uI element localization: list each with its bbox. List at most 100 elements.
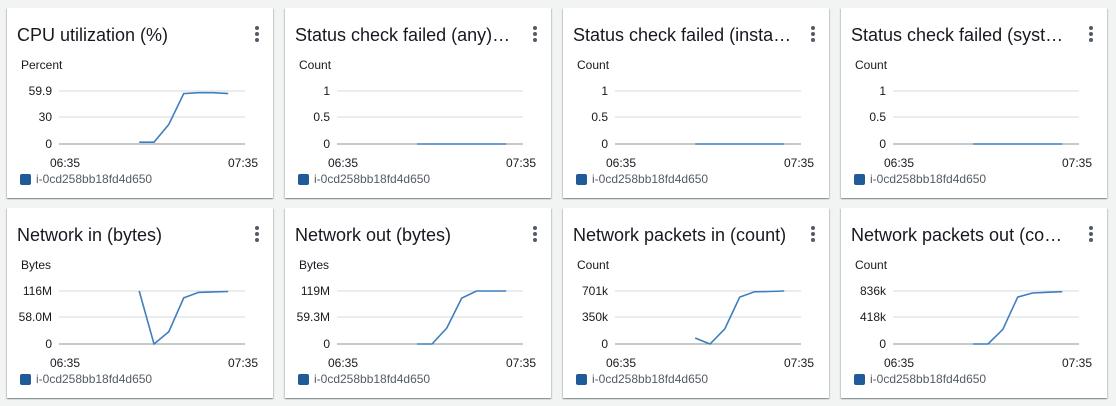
y-axis-unit-label: Count (855, 258, 888, 272)
x-tick-label-start: 06:35 (50, 356, 80, 370)
x-tick-label-end: 07:35 (1062, 356, 1092, 370)
vertical-ellipsis-icon (533, 226, 537, 242)
widget-title: Network in (bytes) (17, 225, 163, 245)
legend-item[interactable]: i-0cd258bb18fd4d650 (298, 172, 430, 186)
legend-label: i-0cd258bb18fd4d650 (314, 172, 431, 186)
legend-item[interactable]: i-0cd258bb18fd4d650 (576, 172, 708, 186)
x-tick-label-start: 06:35 (328, 356, 358, 370)
widget-menu-button[interactable] (803, 24, 823, 44)
y-tick-label: 0.5 (591, 110, 608, 124)
y-tick-label: 116M (23, 284, 52, 298)
y-tick-label: 0 (45, 337, 52, 351)
widget-menu-button[interactable] (1081, 224, 1101, 244)
widget-menu-button[interactable] (525, 224, 545, 244)
y-tick-label: 0.5 (313, 110, 330, 124)
y-tick-label: 58.0M (19, 310, 52, 324)
legend-label: i-0cd258bb18fd4d650 (36, 372, 153, 386)
y-tick-label: 0 (879, 337, 886, 351)
y-axis-unit-label: Count (855, 58, 888, 72)
x-tick-label-end: 07:35 (228, 156, 258, 170)
legend-label: i-0cd258bb18fd4d650 (592, 372, 709, 386)
metric-chart: Count 836k 418k 0 06:35 07:35 (855, 258, 1092, 370)
legend-item[interactable]: i-0cd258bb18fd4d650 (576, 372, 708, 386)
widget-title: Status check failed (instance) (count) (573, 25, 793, 45)
series-line (139, 91, 229, 143)
metric-widget: Network packets in (count) Count 701k 350k 0… (563, 208, 829, 398)
legend-item[interactable]: i-0cd258bb18fd4d650 (20, 172, 152, 186)
x-tick-label-end: 07:35 (506, 156, 536, 170)
metric-chart: Percent 59.9 30 0 06:35 07:35 (21, 58, 258, 170)
y-tick-label: 701k (582, 284, 609, 298)
x-tick-label-start: 06:35 (884, 156, 914, 170)
vertical-ellipsis-icon (811, 226, 815, 242)
metric-widget: Status check failed (any) (count) Count 1 0… (285, 8, 551, 198)
y-tick-label: 836k (860, 284, 887, 298)
legend-swatch (20, 373, 31, 385)
y-tick-label: 1 (601, 84, 608, 98)
legend-swatch (298, 173, 309, 185)
x-tick-label-start: 06:35 (884, 356, 914, 370)
y-tick-label: 0 (45, 137, 52, 151)
vertical-ellipsis-icon (1089, 226, 1093, 242)
series-line (694, 290, 785, 345)
y-tick-label: 59.9 (29, 84, 53, 98)
y-axis-unit-label: Bytes (299, 258, 329, 272)
legend-label: i-0cd258bb18fd4d650 (36, 172, 153, 186)
legend-swatch (20, 173, 31, 185)
widget-menu-button[interactable] (803, 224, 823, 244)
y-tick-label: 30 (39, 110, 53, 124)
metric-widget: Status check failed (system) (count) Coun… (841, 8, 1107, 198)
x-tick-label-end: 07:35 (784, 356, 814, 370)
metric-widget: CPU utilization (%) Percent 59.9 30 0 06:35 07… (7, 8, 273, 198)
legend-item[interactable]: i-0cd258bb18fd4d650 (20, 372, 152, 386)
vertical-ellipsis-icon (255, 226, 259, 242)
legend-label: i-0cd258bb18fd4d650 (870, 372, 987, 386)
series-line (138, 290, 229, 346)
x-tick-label-end: 07:35 (228, 356, 258, 370)
widget-menu-button[interactable] (525, 24, 545, 44)
y-tick-label: 59.3M (297, 310, 330, 324)
legend-label: i-0cd258bb18fd4d650 (314, 372, 431, 386)
y-tick-label: 0 (323, 137, 330, 151)
x-tick-label-end: 07:35 (784, 156, 814, 170)
widget-title: Network packets in (count) (573, 225, 787, 245)
vertical-ellipsis-icon (255, 26, 259, 42)
x-tick-label-end: 07:35 (506, 356, 536, 370)
legend-swatch (576, 373, 587, 385)
widget-menu-button[interactable] (247, 24, 267, 44)
series-line (973, 290, 1063, 345)
metric-chart: Bytes 116M 58.0M 0 06:35 07:35 (19, 258, 259, 370)
y-axis-unit-label: Count (577, 58, 610, 72)
y-tick-label: 418k (860, 310, 887, 324)
widget-menu-button[interactable] (1081, 24, 1101, 44)
widget-title: Status check failed (system) (count) (851, 25, 1071, 45)
legend-swatch (298, 373, 309, 385)
widget-title: Network packets out (count) (851, 225, 1071, 245)
widget-menu-button[interactable] (247, 224, 267, 244)
vertical-ellipsis-icon (533, 26, 537, 42)
x-tick-label-start: 06:35 (50, 156, 80, 170)
metric-widget: Network in (bytes) Bytes 116M 58.0M 0 06:35 07… (7, 208, 273, 398)
y-tick-label: 119M (301, 284, 330, 298)
metric-widget: Network out (bytes) Bytes 119M 59.3M 0 06:35 0… (285, 208, 551, 398)
metric-widget: Status check failed (instance) (count) Co… (563, 8, 829, 198)
legend-item[interactable]: i-0cd258bb18fd4d650 (298, 372, 430, 386)
legend-item[interactable]: i-0cd258bb18fd4d650 (854, 372, 986, 386)
y-axis-unit-label: Bytes (21, 258, 51, 272)
metric-chart: Count 1 0.5 0 06:35 07:35 (299, 58, 536, 170)
y-tick-label: 0 (601, 337, 608, 351)
y-tick-label: 0 (601, 137, 608, 151)
vertical-ellipsis-icon (1089, 26, 1093, 42)
legend-label: i-0cd258bb18fd4d650 (870, 172, 987, 186)
legend-label: i-0cd258bb18fd4d650 (592, 172, 709, 186)
y-tick-label: 0 (323, 337, 330, 351)
widget-title: Network out (bytes) (295, 225, 452, 245)
y-tick-label: 350k (582, 310, 609, 324)
y-tick-label: 1 (323, 84, 330, 98)
series-line (417, 290, 507, 345)
x-tick-label-end: 07:35 (1062, 156, 1092, 170)
legend-item[interactable]: i-0cd258bb18fd4d650 (854, 172, 986, 186)
y-axis-unit-label: Count (577, 258, 610, 272)
metric-chart: Count 701k 350k 0 06:35 07:35 (577, 258, 814, 370)
